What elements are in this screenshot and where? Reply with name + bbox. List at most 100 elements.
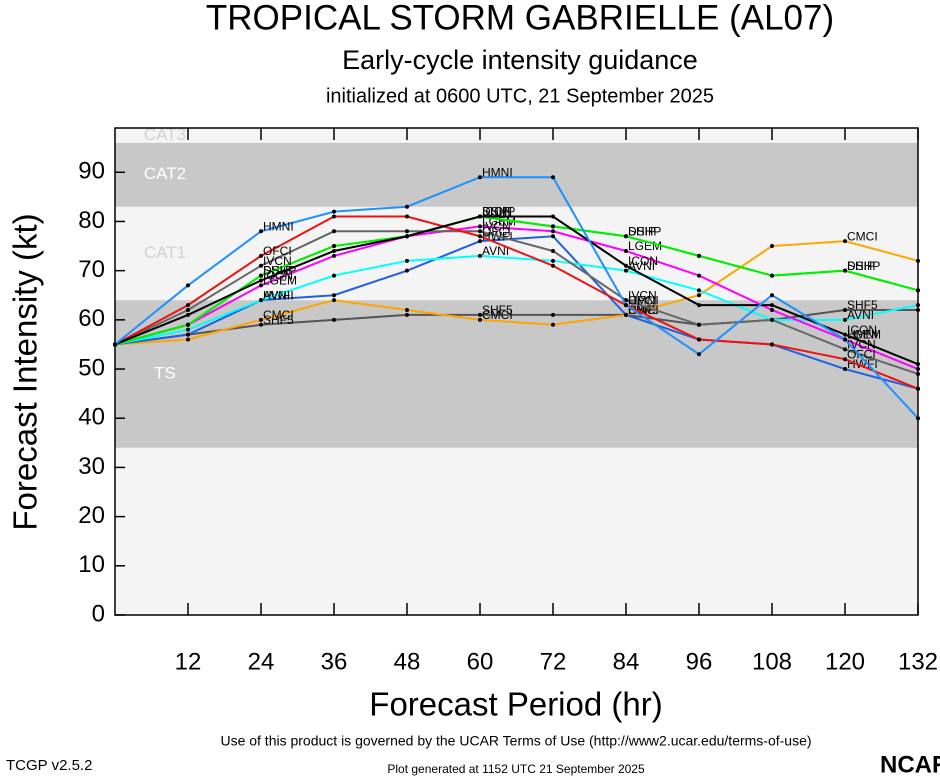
series-label: DSHP xyxy=(628,224,661,238)
data-point xyxy=(624,263,628,268)
data-point xyxy=(843,268,847,273)
data-point xyxy=(916,386,920,391)
data-point xyxy=(478,253,482,258)
data-point xyxy=(916,371,920,376)
data-point xyxy=(259,229,263,234)
data-point xyxy=(916,303,920,308)
data-point xyxy=(551,229,555,234)
y-tick-label: 90 xyxy=(78,158,105,185)
data-point xyxy=(697,303,701,308)
y-tick-label: 20 xyxy=(78,502,105,529)
series-label: CMCI xyxy=(628,303,659,317)
data-point xyxy=(259,263,263,268)
chart-title: TROPICAL STORM GABRIELLE (AL07) xyxy=(206,0,834,37)
data-point xyxy=(551,312,555,317)
series-label: SHIP xyxy=(482,205,510,219)
x-tick-label: 60 xyxy=(467,648,494,675)
data-point xyxy=(186,312,190,317)
data-point xyxy=(259,283,263,288)
chart-subtitle: Early-cycle intensity guidance xyxy=(342,45,698,75)
data-point xyxy=(405,204,409,209)
data-point xyxy=(332,229,336,234)
plot-frame xyxy=(114,127,919,616)
data-point xyxy=(843,347,847,352)
series-line xyxy=(114,254,919,346)
data-point xyxy=(551,175,555,180)
data-point xyxy=(770,273,774,278)
series-label: DSHP xyxy=(263,264,296,278)
x-tick-label: 72 xyxy=(540,648,567,675)
series-label: CMCI xyxy=(263,308,294,322)
plot-area: TS CAT1 CAT2 CAT3 0 10 20 30 40 50 60 70 80 90 12 24 36 4… xyxy=(78,125,938,675)
data-point xyxy=(259,322,263,327)
data-point xyxy=(405,229,409,234)
logo: NCAR xyxy=(880,751,940,778)
data-point xyxy=(551,322,555,327)
data-point xyxy=(186,327,190,332)
y-tick-label: 30 xyxy=(78,453,105,480)
data-point xyxy=(332,273,336,278)
data-point xyxy=(916,367,920,372)
data-point xyxy=(259,253,263,258)
data-point xyxy=(332,293,336,298)
x-tick-label: 96 xyxy=(686,648,713,675)
series-line xyxy=(114,215,919,390)
data-point xyxy=(259,273,263,278)
x-tick-label: 48 xyxy=(394,648,421,675)
series-label: AVNI xyxy=(628,259,655,273)
data-point xyxy=(551,224,555,229)
data-point xyxy=(697,352,701,357)
band-label: CAT3 xyxy=(144,125,186,144)
data-point xyxy=(843,317,847,322)
data-point xyxy=(478,229,482,234)
data-point xyxy=(624,234,628,239)
data-point xyxy=(405,214,409,219)
data-point xyxy=(259,278,263,283)
data-point xyxy=(259,298,263,303)
y-axis-title: Forecast Intensity (kt) xyxy=(7,213,44,530)
series-line xyxy=(114,240,919,346)
series-label: HMNI xyxy=(263,219,294,233)
generated: Plot generated at 1152 UTC 21 September … xyxy=(387,762,645,776)
data-point xyxy=(332,214,336,219)
x-tick-label: 108 xyxy=(752,648,792,675)
series-label: HMNI xyxy=(482,165,513,179)
data-point xyxy=(478,312,482,317)
series-label: OFCI xyxy=(482,224,511,238)
data-point xyxy=(186,332,190,337)
data-point xyxy=(259,317,263,322)
data-point xyxy=(770,293,774,298)
data-point xyxy=(405,258,409,263)
series-label: AVNI xyxy=(263,288,290,302)
series-label: HMNI xyxy=(847,328,878,342)
init-time: initialized at 0600 UTC, 21 September 20… xyxy=(326,85,714,107)
data-point xyxy=(186,322,190,327)
data-point xyxy=(186,308,190,313)
data-point xyxy=(843,239,847,244)
data-point xyxy=(697,288,701,293)
x-tick-label: 132 xyxy=(898,648,938,675)
x-axis-title: Forecast Period (hr) xyxy=(369,686,662,723)
data-point xyxy=(916,288,920,293)
data-point xyxy=(478,317,482,322)
series-line xyxy=(114,215,919,346)
data-point xyxy=(624,298,628,303)
series-line xyxy=(114,230,919,375)
band-label: TS xyxy=(154,363,176,382)
y-tick-label: 10 xyxy=(78,551,105,578)
data-point xyxy=(916,308,920,313)
series-label: SHF5 xyxy=(847,298,878,312)
series-label: AVNI xyxy=(847,308,874,322)
series-label: SHF5 xyxy=(482,303,513,317)
intensity-band xyxy=(115,142,918,207)
series-label: OFCI xyxy=(628,293,657,307)
series-label: ICON xyxy=(263,269,293,283)
data-point xyxy=(332,209,336,214)
data-point xyxy=(113,342,117,347)
series-line xyxy=(114,309,918,346)
series-label: ICON xyxy=(628,254,658,268)
y-tick-label: 50 xyxy=(78,354,105,381)
data-point xyxy=(478,239,482,244)
x-tick-label: 84 xyxy=(613,648,640,675)
